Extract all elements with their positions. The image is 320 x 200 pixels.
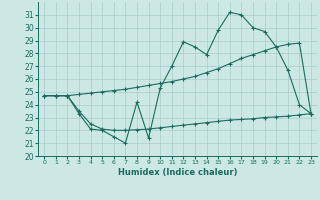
X-axis label: Humidex (Indice chaleur): Humidex (Indice chaleur)	[118, 168, 237, 177]
